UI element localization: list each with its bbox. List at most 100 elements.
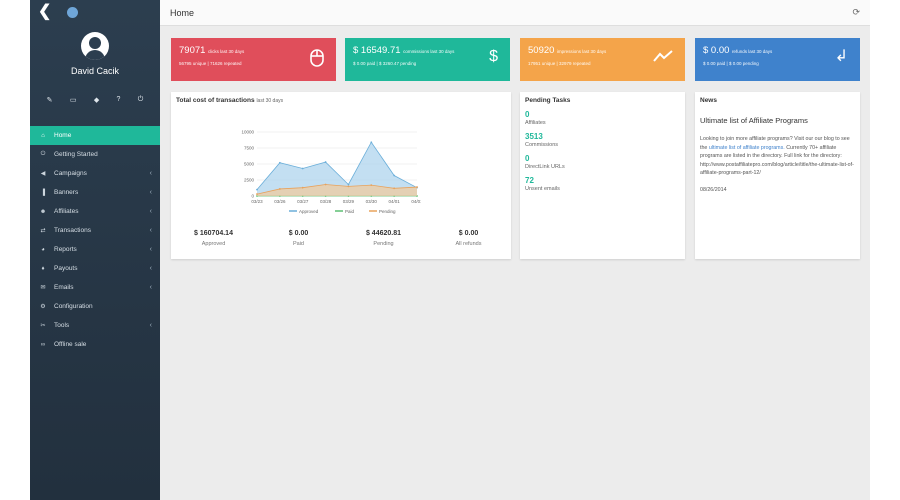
users-icon: ☻ <box>39 208 47 215</box>
sidebar-item-campaigns[interactable]: ◀ Campaigns ‹ <box>30 164 160 183</box>
data-point <box>370 184 373 187</box>
megaphone-icon: ◀ <box>40 171 46 177</box>
chevron-left-icon: ‹ <box>149 208 152 215</box>
clicks-value: 79071 <box>179 45 206 56</box>
data-point <box>301 186 304 189</box>
task-affiliates[interactable]: 0 Affiliates <box>520 110 685 126</box>
app-logo-icon[interactable] <box>67 6 79 18</box>
pending-tasks-list: 0 Affiliates 3513 Commissions 0 DirectLink UR… <box>520 110 685 192</box>
data-point <box>278 188 281 190</box>
task-label: Affiliates <box>525 120 546 126</box>
monitor-icon[interactable]: ▭ <box>69 97 77 104</box>
refresh-icon[interactable]: ⟳ <box>852 7 860 17</box>
task-directlink-urls[interactable]: 0 DirectLink URLs <box>520 154 685 170</box>
top-bar: Home ⟳ <box>160 0 870 26</box>
task-count[interactable]: 0 <box>525 110 530 119</box>
chevron-left-icon: ‹ <box>149 189 152 196</box>
power-icon[interactable]: ⏻ <box>137 96 144 103</box>
task-count[interactable]: 0 <box>525 154 530 163</box>
sidebar-top: ❮ <box>30 0 160 24</box>
total-label: Pending <box>373 241 394 247</box>
app-window: ❮ David Cacik ✎ ▭ ◆ ? ⏻ ⌂ Home ⏻ Getting St… <box>30 0 870 500</box>
chevron-left-icon: ‹ <box>149 284 152 291</box>
total-value: $ 0.00 <box>288 230 309 237</box>
x-tick-label: 04/01 <box>411 199 421 204</box>
news-card: News Ultimate list of Affiliate Programs… <box>695 92 860 259</box>
sidebar-item-getting-started[interactable]: ⏻ Getting Started <box>30 145 160 164</box>
sidebar-item-label: Tools <box>54 322 70 329</box>
avatar[interactable] <box>81 32 109 60</box>
total-approved: $ 160704.14 Approved <box>171 230 256 247</box>
data-point <box>278 161 281 164</box>
data-point <box>393 187 396 190</box>
refunds-value: $ 0.00 <box>703 45 730 56</box>
chevron-left-icon: ‹ <box>149 170 152 177</box>
task-label: Unsent emails <box>525 186 560 192</box>
commissions-stat-tile[interactable]: $ 16549.71 commissions last 30 days $ 0.… <box>345 38 510 81</box>
sidebar-item-banners[interactable]: ▐ Banners ‹ <box>30 183 160 202</box>
clicks-stat-tile[interactable]: 79071 clicks last 30 days 56795 unique |… <box>171 38 336 81</box>
username: David Cacik <box>70 66 119 76</box>
clicks-label: clicks last 30 days <box>207 49 245 54</box>
impressions-stat-tile[interactable]: 50920 impressions last 30 days 17951 uni… <box>520 38 685 81</box>
sidebar-item-label: Emails <box>54 284 74 291</box>
commissions-value: $ 16549.71 <box>353 45 401 56</box>
chevron-left-icon: ‹ <box>149 246 152 253</box>
y-tick-label: 2500 <box>244 178 255 183</box>
impressions-detail: 17951 unique | 32979 repeated <box>528 61 591 66</box>
sidebar-item-transactions[interactable]: ⇄ Transactions ‹ <box>30 221 160 240</box>
sidebar-item-emails[interactable]: ✉ Emails ‹ <box>30 278 160 297</box>
sidebar-item-home[interactable]: ⌂ Home <box>30 126 160 145</box>
pending-tasks-title: Pending Tasks <box>525 97 571 104</box>
task-count[interactable]: 3513 <box>525 132 543 141</box>
news-body: Looking to join more affiliate programs?… <box>695 135 860 178</box>
data-point <box>347 183 350 186</box>
task-count[interactable]: 72 <box>525 176 534 185</box>
news-headline[interactable]: Ultimate list of Affiliate Programs <box>700 116 808 125</box>
y-tick-label: 5000 <box>244 162 255 167</box>
commissions-label: commissions last 30 days <box>403 49 455 54</box>
data-point <box>370 141 373 144</box>
sidebar-item-payouts[interactable]: ♦ Payouts ‹ <box>30 259 160 278</box>
legend-label: Pending <box>379 209 396 214</box>
chart-icon: ◕ <box>41 246 45 253</box>
chevron-left-icon[interactable]: ❮ <box>38 3 52 20</box>
sidebar-item-affiliates[interactable]: ☻ Affiliates ‹ <box>30 202 160 221</box>
diamond-icon[interactable]: ◆ <box>93 97 100 104</box>
x-tick-label: 03/29 <box>343 199 355 204</box>
news-text-1: Looking to join more affiliate programs?… <box>700 136 850 151</box>
help-icon[interactable]: ? <box>116 96 121 103</box>
series-line-pending <box>256 184 418 195</box>
sidebar-item-label: Home <box>54 132 72 139</box>
series-area-approved <box>257 142 417 196</box>
money-bag-icon: ♦ <box>41 265 45 272</box>
data-point <box>256 193 258 195</box>
sidebar-item-configuration[interactable]: ⚙ Configuration <box>30 297 160 316</box>
data-point <box>416 186 418 188</box>
task-commissions[interactable]: 3513 Commissions <box>520 132 685 148</box>
sidebar-item-offline-sale[interactable]: ∞ Offline sale <box>30 335 160 354</box>
sidebar-item-label: Offline sale <box>54 341 87 348</box>
sidebar-item-label: Getting Started <box>54 151 98 158</box>
news-link[interactable]: ultimate list of affiliate programs. <box>708 144 785 151</box>
transactions-area-chart[interactable]: 0 2500 5000 7500 10000 03/23 03/26 03/27 03/28 03… <box>231 128 421 220</box>
total-label: Approved <box>201 241 226 247</box>
trend-line-icon <box>653 49 673 67</box>
sidebar-item-label: Payouts <box>54 265 78 272</box>
news-title: News <box>700 97 717 104</box>
chart-subtitle: last 30 days <box>256 98 284 104</box>
sidebar-item-label: Campaigns <box>54 170 87 177</box>
sidebar-item-label: Configuration <box>54 303 93 310</box>
pencil-icon[interactable]: ✎ <box>46 97 53 104</box>
handshake-icon: ∞ <box>40 341 46 348</box>
sidebar-item-reports[interactable]: ◕ Reports ‹ <box>30 240 160 259</box>
task-unsent-emails[interactable]: 72 Unsent emails <box>520 176 685 192</box>
sidebar-item-tools[interactable]: ✂ Tools ‹ <box>30 316 160 335</box>
power-icon: ⏻ <box>40 151 46 157</box>
commissions-detail: $ 0.00 paid | $ 3260.47 pending <box>353 61 417 66</box>
total-value: $ 160704.14 <box>194 230 233 237</box>
news-date: 08/26/2014 <box>700 186 727 193</box>
data-point <box>324 183 327 186</box>
refunds-stat-tile[interactable]: $ 0.00 refunds last 30 days $ 0.00 paid … <box>695 38 860 81</box>
data-point <box>301 167 304 170</box>
